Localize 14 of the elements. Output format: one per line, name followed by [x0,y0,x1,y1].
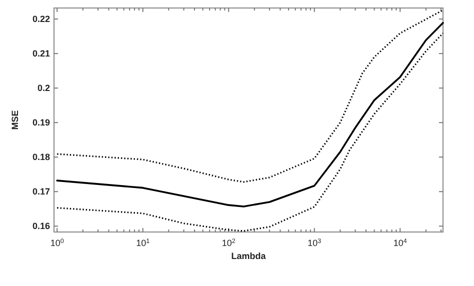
y-tick-label: 0.16 [32,221,50,232]
x-tick-label: 10$^{3}$ [308,238,322,248]
y-tick-label: 0.18 [32,152,50,162]
y-axis-title: MSE [10,110,20,130]
x-tick-label: 10$^{4}$ [393,238,408,248]
x-axis-title: Lambda [231,251,267,261]
y-tick-label: 0.19 [32,118,50,128]
y-tick-label: 0.2 [37,83,50,94]
x-tick-label: 10$^{1}$ [136,238,150,248]
y-tick-label: 0.22 [32,14,50,24]
y-tick-label: 0.21 [32,48,50,59]
y-tick-label: 0.17 [32,186,50,197]
x-tick-label: 10$^{2}$ [222,238,236,248]
x-tick-label: 10$^{0}$ [50,238,64,248]
